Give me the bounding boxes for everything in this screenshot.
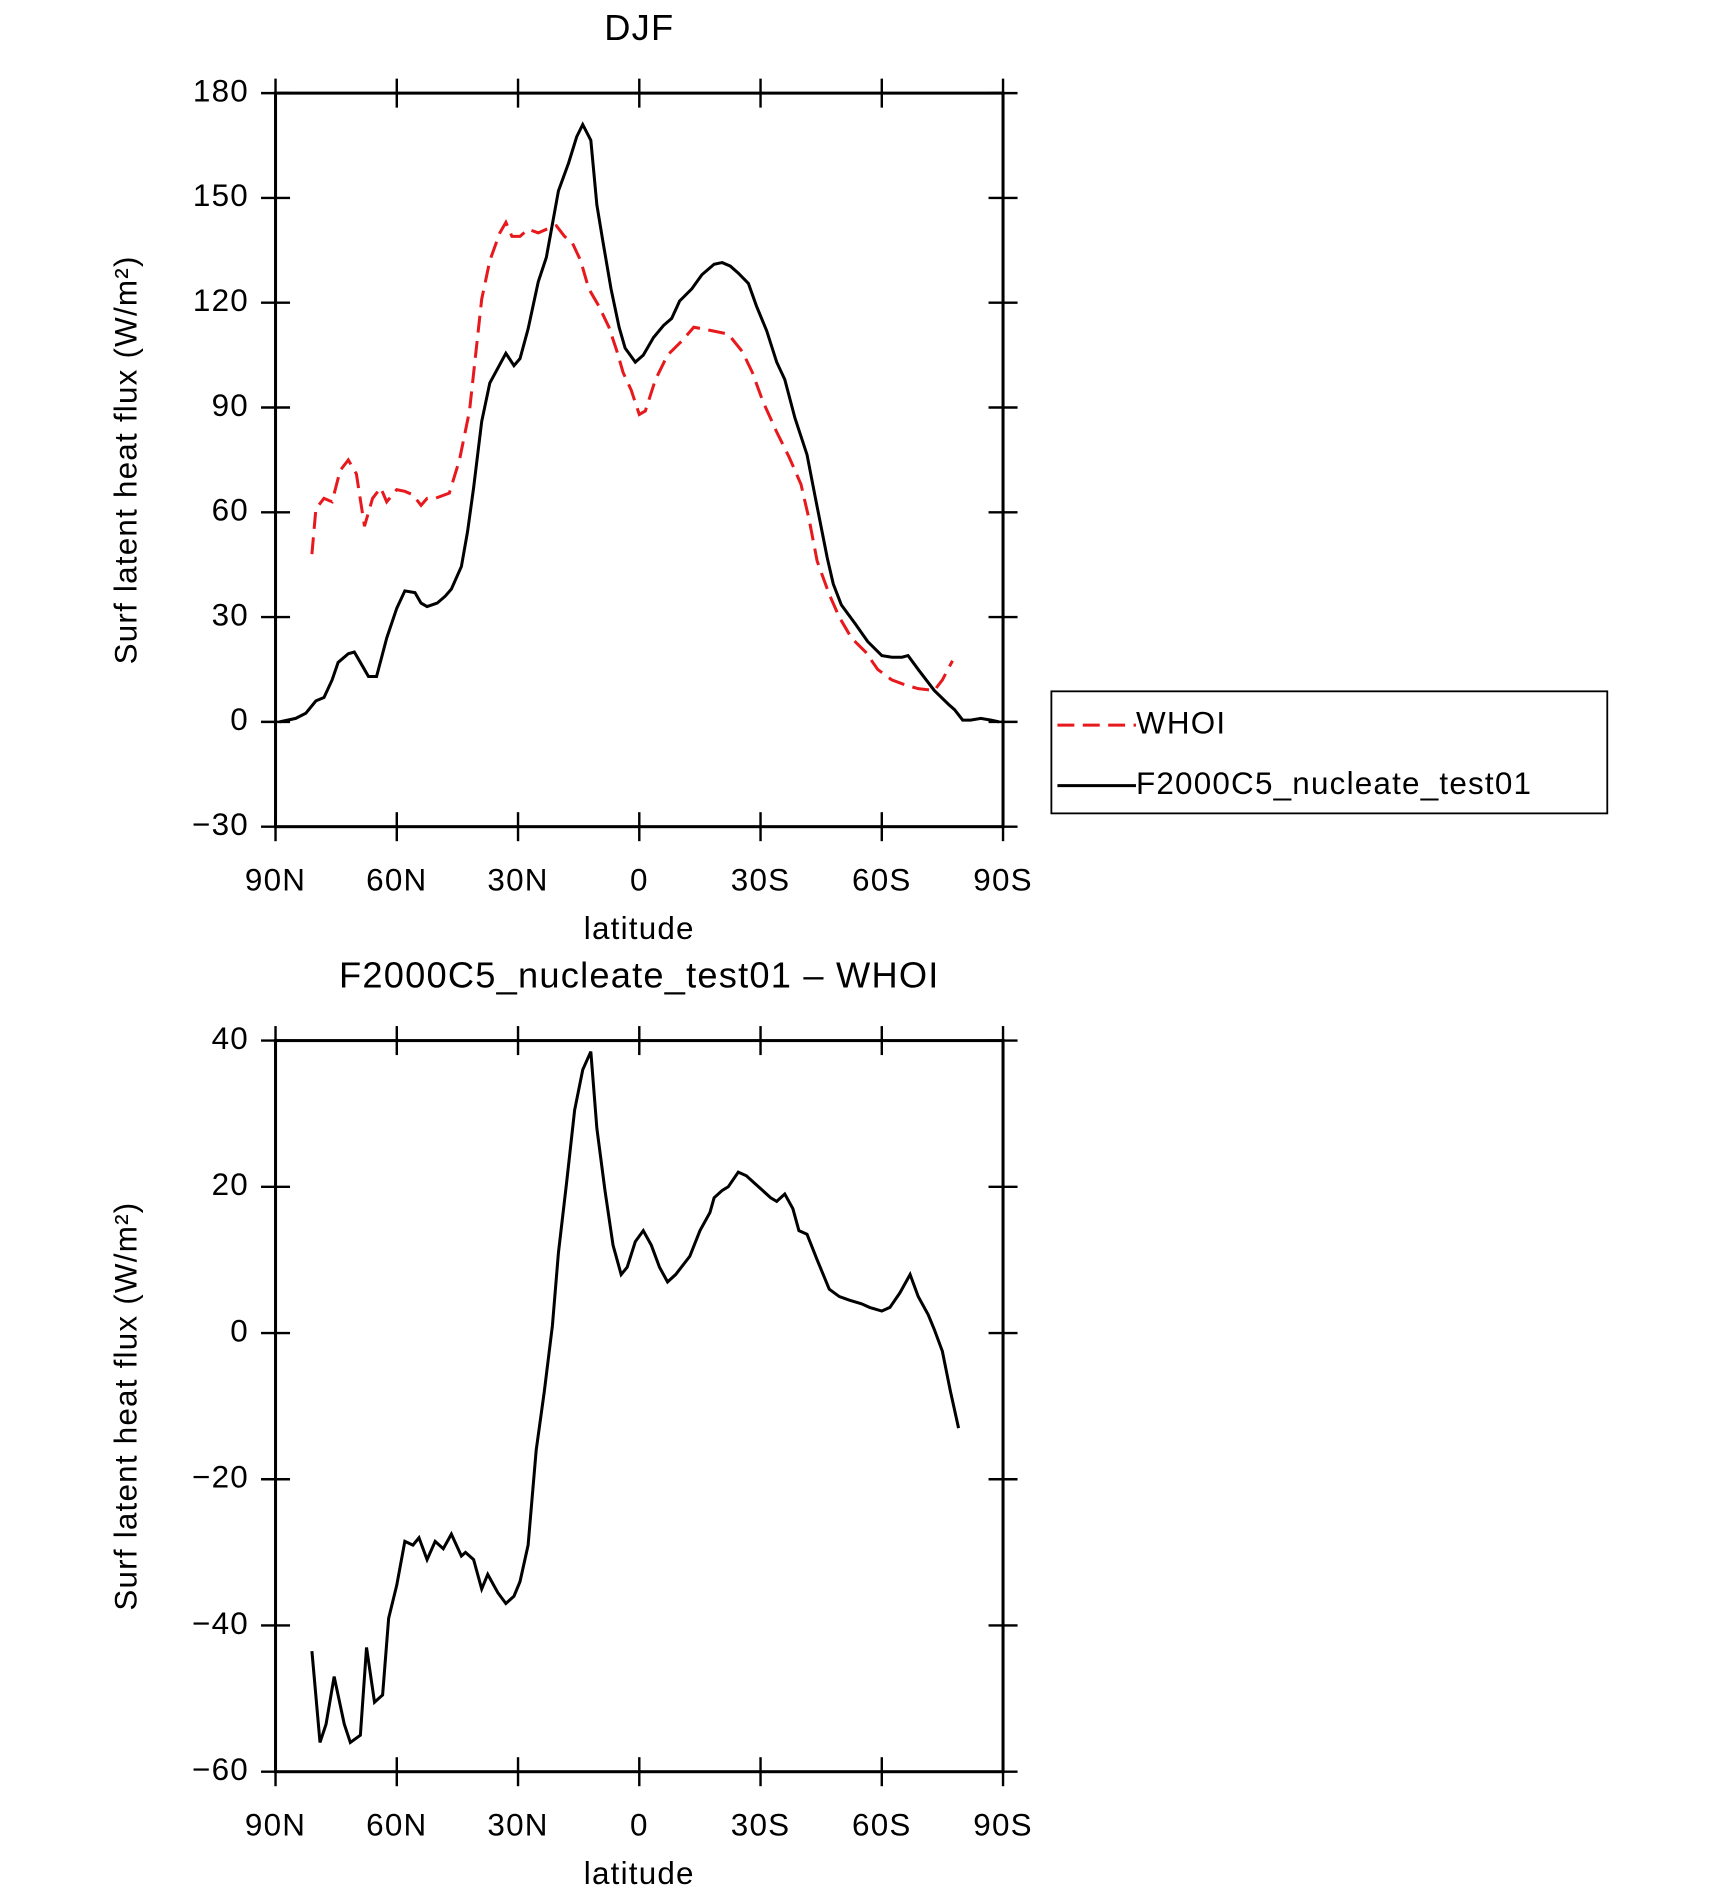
- x-tick-label: 60S: [852, 863, 912, 898]
- x-axis-label: latitude: [584, 911, 695, 946]
- x-tick-label: 90N: [245, 1808, 306, 1843]
- plot-frame: [274, 91, 1005, 829]
- x-tick-label: 30S: [731, 1808, 791, 1843]
- legend-box: [1050, 690, 1609, 815]
- x-tick-label: 60S: [852, 1808, 912, 1843]
- y-tick-label: 0: [230, 1313, 249, 1348]
- y-tick-label: −30: [192, 807, 249, 842]
- legend-label: F2000C5_nucleate_test01: [1136, 766, 1532, 801]
- data-line: [279, 121, 1000, 724]
- y-tick-label: 20: [212, 1167, 249, 1202]
- x-tick-label: 90N: [245, 863, 306, 898]
- y-axis-label: Surf latent heat flux (W/m²): [108, 1202, 143, 1611]
- x-tick-label: 60N: [366, 863, 427, 898]
- x-tick-label: 60N: [366, 1808, 427, 1843]
- x-tick-label: 90S: [973, 863, 1033, 898]
- y-axis-label: Surf latent heat flux (W/m²): [108, 255, 143, 664]
- y-tick-label: 30: [212, 597, 249, 632]
- y-tick-label: 60: [212, 493, 249, 528]
- y-tick-label: 150: [193, 178, 249, 213]
- y-tick-label: −60: [192, 1752, 249, 1787]
- y-tick-label: 90: [212, 388, 249, 423]
- x-tick-label: 30N: [487, 863, 548, 898]
- chart-title: F2000C5_nucleate_test01 – WHOI: [339, 954, 939, 995]
- x-tick-label: 0: [630, 1808, 649, 1843]
- y-tick-label: 120: [193, 283, 249, 318]
- y-tick-label: 180: [193, 73, 249, 108]
- x-tick-label: 0: [630, 863, 649, 898]
- legend-label: WHOI: [1136, 705, 1226, 740]
- data-line: [310, 218, 954, 693]
- x-tick-label: 30S: [731, 863, 791, 898]
- x-tick-label: 30N: [487, 1808, 548, 1843]
- y-tick-label: −40: [192, 1606, 249, 1641]
- y-tick-label: 40: [212, 1021, 249, 1056]
- y-tick-label: 0: [230, 702, 249, 737]
- x-tick-label: 90S: [973, 1808, 1033, 1843]
- x-axis-label: latitude: [584, 1856, 695, 1889]
- chart-title: DJF: [604, 7, 674, 48]
- y-tick-label: −20: [192, 1460, 249, 1495]
- data-line: [310, 1050, 961, 1745]
